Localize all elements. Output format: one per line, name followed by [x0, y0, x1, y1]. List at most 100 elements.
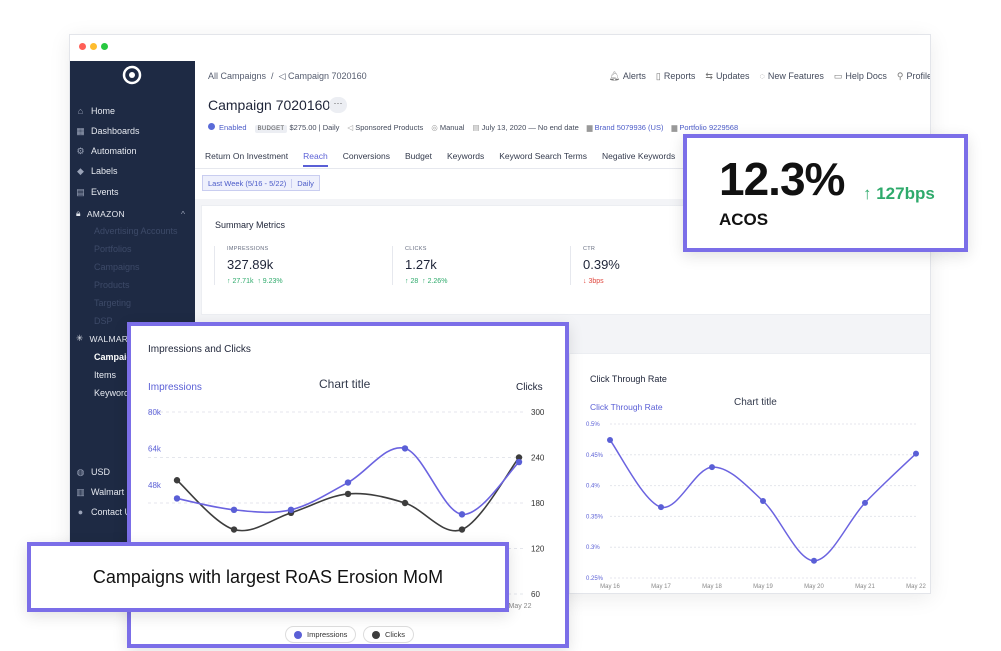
- dashboard-icon: ▦: [76, 125, 85, 136]
- topnav-reports[interactable]: ▯ Reports: [655, 71, 696, 81]
- campaign-meta: Enabled BUDGET $275.00 | Daily ◁ Sponsor…: [208, 123, 739, 133]
- topnav-help-docs[interactable]: ▭ Help Docs: [833, 71, 887, 81]
- brand-link[interactable]: ▆ Brand 5079936 (US): [586, 123, 664, 132]
- metric-value: 327.89k: [227, 257, 274, 272]
- sidebar-item-targeting[interactable]: Targeting: [94, 298, 132, 308]
- close-window-button[interactable]: [79, 43, 86, 50]
- date-range-selector[interactable]: Last Week (5/16 - 5/22): [208, 178, 287, 188]
- gear-icon: ⚙: [76, 145, 85, 156]
- sidebar-item-walmart-campaigns[interactable]: Campaig: [94, 352, 133, 362]
- insight-banner: Campaigns with largest RoAS Erosion MoM: [27, 542, 509, 612]
- sidebar-section-amazon[interactable]: 🔒︎ AMAZON ^: [76, 208, 186, 219]
- sidebar-item-labels[interactable]: ◆ Labels: [77, 165, 118, 176]
- clicks-data-point: [230, 526, 238, 533]
- legend-clicks[interactable]: Clicks: [363, 626, 414, 643]
- building-icon: ▥: [76, 486, 85, 497]
- walmart-spark-icon: ✳: [76, 333, 84, 343]
- ctr-data-point: [811, 557, 817, 564]
- right-y-tick-label: 120: [531, 545, 545, 554]
- banner-text: Campaigns with largest RoAS Erosion MoM: [92, 566, 444, 587]
- tab-keywords[interactable]: Keywords: [446, 151, 485, 161]
- globe-icon: ◍: [76, 466, 85, 477]
- x-tick-label: May 22: [509, 603, 532, 610]
- sidebar-item-dashboards[interactable]: ▦ Dashboards: [76, 125, 140, 136]
- ctr-data-point: [862, 499, 868, 506]
- title-bar: [70, 35, 930, 61]
- brand-logo-icon[interactable]: [122, 65, 142, 85]
- minimize-window-button[interactable]: [90, 43, 97, 50]
- budget-info: BUDGET $275.00 | Daily: [254, 123, 339, 133]
- left-y-tick-label: 48k: [148, 481, 162, 490]
- topnav-new-features[interactable]: ◌ New Features: [759, 71, 824, 81]
- megaphone-icon: ◁: [347, 123, 354, 132]
- campaign-type: ◁ Sponsored Products: [347, 123, 424, 132]
- portfolio-link[interactable]: ▆ Portfolio 9229568: [671, 123, 739, 132]
- tab-reach[interactable]: Reach: [303, 151, 328, 167]
- updates-icon: ⇆: [705, 71, 713, 81]
- chat-icon: ●: [77, 506, 84, 517]
- right-y-tick-label: 60: [531, 590, 540, 599]
- tab-bar: Return On Investment Reach Conversions B…: [205, 151, 675, 167]
- sidebar-item-products[interactable]: Products: [94, 280, 130, 290]
- impressions-data-point: [344, 479, 352, 486]
- sidebar-item-currency[interactable]: ◍ USD: [76, 466, 111, 477]
- sidebar-item-home[interactable]: ⌂ Home: [77, 105, 116, 116]
- sidebar-item-campaigns[interactable]: Campaigns: [94, 262, 140, 272]
- tab-keyword-search-terms[interactable]: Keyword Search Terms: [499, 151, 587, 161]
- legend-impressions[interactable]: Impressions: [285, 626, 357, 643]
- book-icon: ▭: [833, 71, 843, 81]
- metric-label: CTR: [583, 246, 596, 252]
- y-tick-label: 0.4%: [586, 484, 600, 490]
- ctr-chart-card: Click Through Rate Click Through Rate Ch…: [569, 353, 930, 593]
- y-tick-label: 0.3%: [586, 545, 600, 551]
- sidebar-item-account[interactable]: ▥ Walmart: [76, 486, 125, 497]
- ctr-card-title: Click Through Rate: [590, 374, 667, 384]
- acos-value: 12.3%: [719, 153, 845, 205]
- user-icon: ⚲: [896, 71, 904, 81]
- x-tick-label: May 22: [906, 584, 926, 590]
- chevron-up-icon[interactable]: ^: [181, 208, 186, 219]
- sidebar-item-dsp[interactable]: DSP: [94, 316, 113, 326]
- topnav-profile[interactable]: ⚲ Profile: [896, 71, 931, 81]
- sidebar-item-walmart-items[interactable]: Items: [94, 370, 117, 380]
- tab-negative-keywords[interactable]: Negative Keywords: [601, 151, 676, 161]
- megaphone-icon: ◁: [278, 71, 286, 81]
- metric-clicks: CLICKS 1.27k ↑ 28 ↑ 2.26%: [392, 246, 562, 285]
- targeting-type: ◎ Manual: [431, 123, 465, 132]
- breadcrumb-root[interactable]: All Campaigns: [208, 71, 267, 81]
- metric-value: 1.27k: [405, 257, 437, 272]
- impressions-data-point: [230, 506, 238, 514]
- more-options-button[interactable]: ···: [329, 97, 347, 113]
- tag-icon: ◆: [77, 165, 84, 176]
- status-badge[interactable]: Enabled: [208, 123, 247, 132]
- topnav-updates[interactable]: ⇆ Updates: [705, 71, 750, 81]
- maximize-window-button[interactable]: [101, 43, 108, 50]
- sidebar-item-events[interactable]: ▤ Events: [76, 186, 119, 197]
- left-y-tick-label: 64k: [148, 444, 162, 453]
- topnav-alerts[interactable]: 🔔︎ Alerts: [608, 71, 646, 81]
- imp-left-axis-label: Impressions: [148, 382, 202, 393]
- tab-conversions[interactable]: Conversions: [342, 151, 390, 161]
- sidebar-item-portfolios[interactable]: Portfolios: [94, 244, 132, 254]
- legend-dot-icon: [294, 630, 302, 639]
- sidebar-item-walmart-keywords[interactable]: Keyword: [94, 388, 130, 398]
- acos-delta: ↑ 127bps: [863, 184, 935, 203]
- date-filter[interactable]: Last Week (5/16 - 5/22) Daily: [202, 175, 320, 191]
- imp-card-title: Impressions and Clicks: [148, 344, 251, 355]
- sidebar-section-walmart[interactable]: ✳ WALMAR: [76, 333, 129, 344]
- campaign-dates: ▤ July 13, 2020 — No end date: [472, 123, 579, 132]
- sidebar-item-automation[interactable]: ⚙ Automation: [76, 145, 137, 156]
- calendar-icon: ▤: [76, 186, 85, 197]
- sidebar-item-advertising-accounts[interactable]: Advertising Accounts: [94, 226, 178, 236]
- granularity-selector[interactable]: Daily: [291, 178, 319, 188]
- sidebar-item-contact[interactable]: ● Contact U: [77, 506, 132, 517]
- impressions-data-point: [173, 495, 181, 502]
- metric-label: CLICKS: [405, 246, 427, 252]
- top-nav: 🔔︎ Alerts ▯ Reports ⇆ Updates ◌ New Features…: [608, 71, 931, 82]
- home-icon: ⌂: [77, 105, 84, 116]
- tab-budget[interactable]: Budget: [404, 151, 432, 161]
- ctr-data-point: [658, 504, 664, 511]
- right-y-tick-label: 180: [531, 499, 545, 508]
- ctr-data-point: [607, 437, 613, 444]
- tab-return-on-investment[interactable]: Return On Investment: [205, 151, 289, 161]
